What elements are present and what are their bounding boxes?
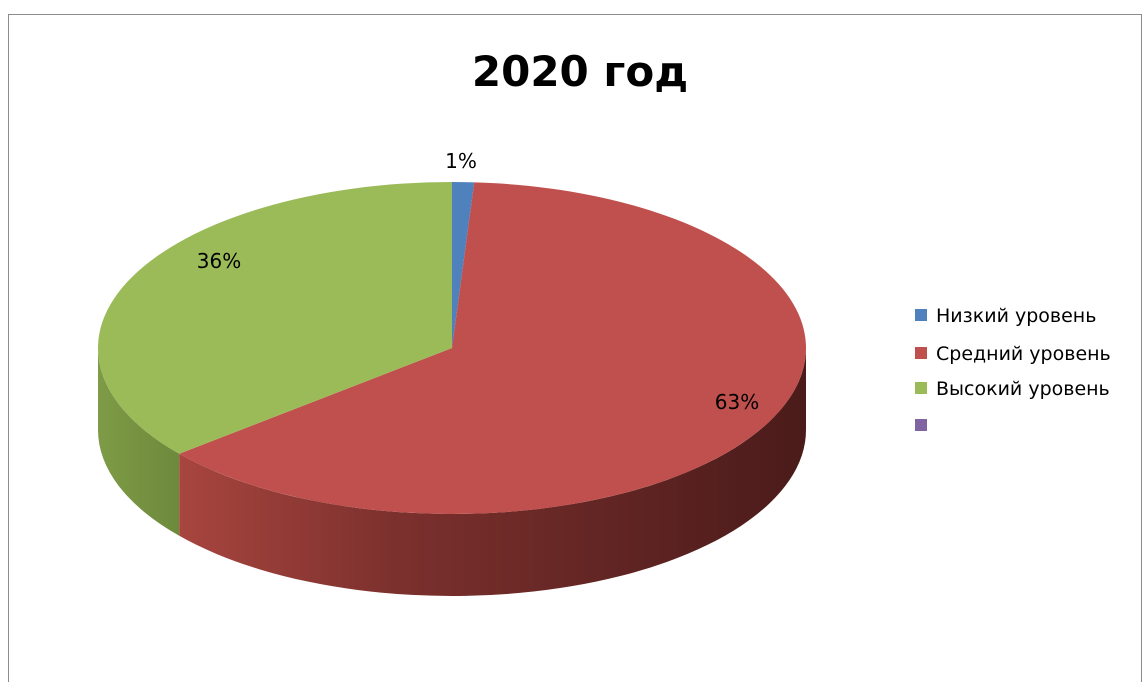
legend-swatch-high bbox=[915, 382, 927, 394]
data-label-medium: 63% bbox=[715, 390, 759, 414]
pie-side-medium bbox=[179, 348, 807, 596]
legend-label-high: Высокий уровень bbox=[936, 378, 1110, 400]
legend-label-medium: Средний уровень bbox=[936, 343, 1111, 365]
pie-slice-medium bbox=[179, 182, 807, 514]
legend-swatch-empty bbox=[915, 419, 927, 431]
pie-slice-low bbox=[452, 182, 475, 348]
data-label-high: 36% bbox=[197, 249, 241, 273]
chart-title: 2020 год bbox=[472, 47, 688, 96]
legend-label-low: Низкий уровень bbox=[936, 305, 1096, 327]
pie-tops bbox=[97, 182, 807, 514]
pie-sides bbox=[98, 348, 807, 596]
pie-slice-high bbox=[97, 182, 452, 454]
legend-swatch-low bbox=[915, 309, 927, 321]
legend-swatch-medium bbox=[915, 347, 927, 359]
legend: Низкий уровень Средний уровень Высокий у… bbox=[915, 305, 1111, 431]
data-label-low: 1% bbox=[445, 149, 477, 173]
pie-side-high bbox=[98, 348, 180, 536]
